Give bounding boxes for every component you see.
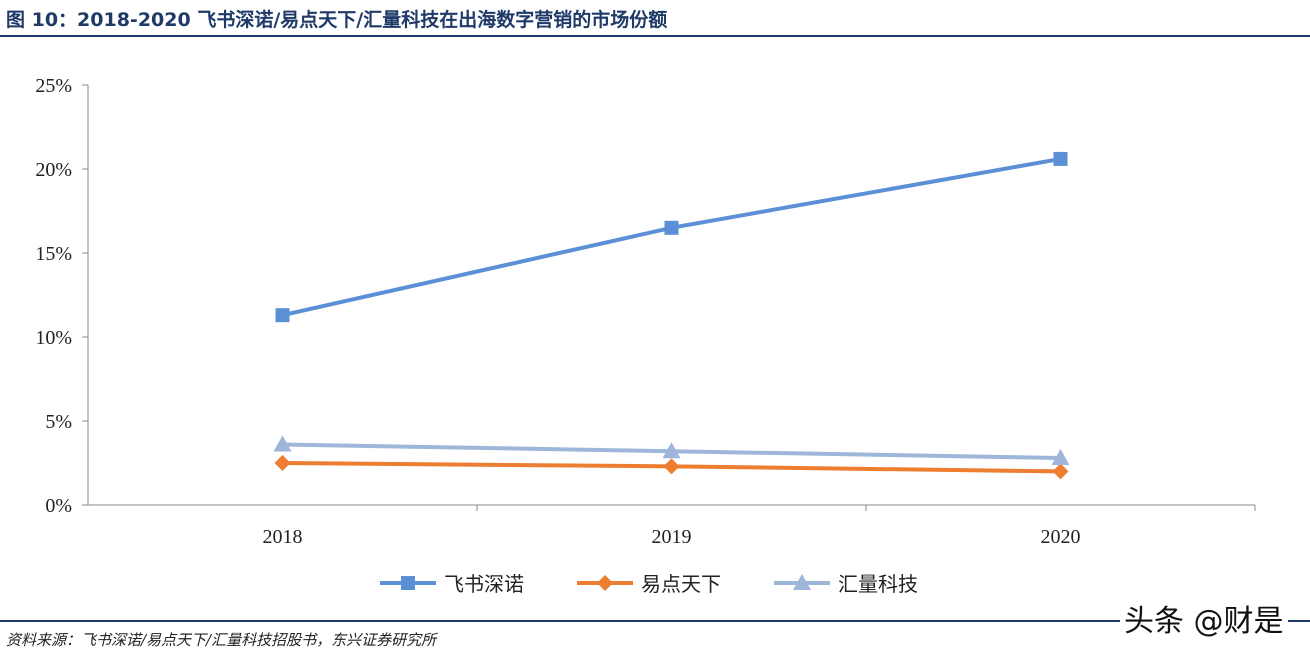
source-rule: [0, 620, 1310, 622]
data-point-series-1: [1053, 151, 1068, 166]
data-point-series-3: [273, 435, 292, 452]
y-tick-label: 25%: [35, 75, 72, 97]
y-tick-label: 0%: [45, 495, 72, 517]
series-line-1: [282, 156, 1061, 318]
legend-marker-3: [793, 574, 811, 590]
data-point-series-1: [664, 220, 679, 235]
data-point-series-1: [275, 308, 290, 323]
legend-marker-2: [597, 575, 613, 591]
line-chart: 0% 5% 10% 15% 20% 25% 2018 2019 2020 飞书深诺 易点天下 汇量科技: [35, 75, 1256, 596]
data-point-series-2: [274, 455, 291, 471]
y-tick-label: 10%: [35, 327, 72, 349]
source-note: 资料来源：飞书深诺/易点天下/汇量科技招股书，东兴证券研究所: [6, 631, 437, 649]
legend-marker-1: [401, 576, 415, 590]
data-point-series-2: [1052, 463, 1069, 480]
x-tick-label: 2020: [1041, 526, 1081, 548]
y-tick-label: 5%: [45, 411, 72, 433]
y-tick-label: 20%: [35, 159, 72, 181]
figure-title: 图 10：2018-2020 飞书深诺/易点天下/汇量科技在出海数字营销的市场份…: [6, 9, 668, 31]
watermark: 头条 @财是: [1120, 596, 1288, 640]
legend-label-2: 易点天下: [641, 572, 721, 596]
legend-label-3: 汇量科技: [838, 572, 918, 596]
y-tick-label: 15%: [35, 243, 72, 265]
data-point-series-2: [663, 458, 680, 475]
data-point-series-3: [1051, 448, 1070, 465]
legend-label-1: 飞书深诺: [444, 572, 524, 596]
x-tick-label: 2018: [263, 526, 303, 548]
data-point-series-3: [662, 442, 681, 459]
title-rule: [0, 35, 1310, 37]
x-tick-label: 2019: [652, 526, 692, 548]
